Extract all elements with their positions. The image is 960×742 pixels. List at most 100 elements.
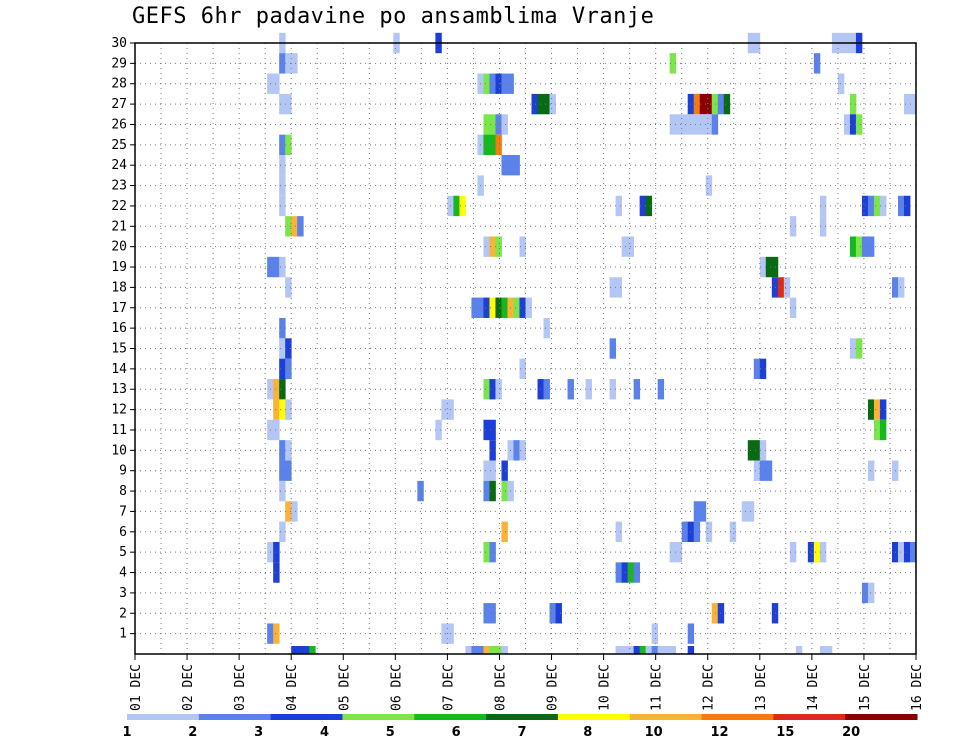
y-tick-label: 22 (111, 199, 127, 214)
heatmap-cell (489, 73, 496, 94)
heatmap-cell (633, 562, 641, 583)
heatmap-cell (501, 480, 508, 502)
heatmap-cell (873, 419, 881, 441)
heatmap-cell (807, 541, 815, 563)
heatmap-cell (501, 460, 508, 481)
heatmap-cell (699, 114, 707, 135)
legend-color-bin (701, 714, 774, 720)
heatmap-cell (819, 216, 827, 237)
legend-label: 7 (517, 725, 526, 740)
heatmap-cell (609, 379, 617, 400)
legend-label: 20 (842, 725, 860, 740)
legend-label: 15 (776, 725, 794, 740)
heatmap-cell (675, 541, 683, 563)
heatmap-cell (279, 256, 286, 278)
heatmap-cell (513, 155, 520, 176)
heatmap-cell (279, 134, 286, 156)
heatmap-cell (279, 358, 286, 380)
x-tick-label: 08 DEC (493, 664, 508, 711)
heatmap-cell (459, 195, 466, 217)
heatmap-cell (279, 175, 286, 196)
legend-label: 10 (645, 725, 663, 740)
heatmap-cell (285, 501, 292, 522)
legend-color-bin (773, 714, 846, 720)
heatmap-cell (495, 134, 502, 156)
heatmap-cell (483, 73, 490, 94)
y-tick-label: 21 (111, 219, 127, 234)
heatmap-cell (489, 460, 496, 481)
heatmap-cell (495, 73, 502, 94)
heatmap-cell (651, 623, 659, 644)
heatmap-cell (273, 399, 280, 420)
y-tick-label: 23 (111, 179, 127, 194)
y-tick-label: 24 (111, 158, 127, 173)
heatmap-cell (741, 501, 749, 522)
heatmap-cell (873, 195, 881, 217)
y-tick-label: 9 (119, 464, 127, 479)
heatmap-cell (441, 399, 448, 420)
heatmap-cell (483, 134, 490, 156)
heatmap-cell (489, 646, 496, 654)
heatmap-cell (903, 541, 911, 563)
x-tick-label: 06 DEC (389, 664, 404, 711)
legend-label: 6 (452, 725, 461, 740)
heatmap-cell (309, 646, 316, 654)
legend-label: 12 (710, 725, 728, 740)
heatmap-cell (621, 236, 629, 257)
heatmap-cell (849, 236, 857, 257)
heatmap-cell (489, 419, 496, 441)
heatmap-cell (489, 541, 496, 563)
legend-label: 3 (254, 725, 263, 740)
heatmap-cell (705, 114, 713, 135)
heatmap-cell (495, 297, 502, 318)
x-tick-label: 10 DEC (598, 664, 613, 711)
heatmap-cell (543, 317, 550, 339)
heatmap-cell (615, 195, 623, 217)
heatmap-cell (489, 379, 496, 400)
heatmap-cell (615, 562, 623, 583)
heatmap-cell (489, 114, 496, 135)
heatmap-cell (867, 236, 875, 257)
heatmap-cell (519, 440, 526, 461)
heatmap-cell (471, 646, 478, 654)
x-tick-label: 11 DEC (650, 664, 665, 711)
y-tick-label: 7 (119, 504, 127, 519)
heatmap-cell (285, 93, 292, 115)
heatmap-cell (789, 216, 797, 237)
heatmap-cell (279, 480, 286, 502)
heatmap-cell (729, 521, 737, 542)
heatmap-cell (783, 277, 791, 298)
heatmap-cell (279, 460, 286, 481)
heatmap-cell (279, 379, 286, 400)
heatmap-cell (279, 155, 286, 176)
y-tick-label: 16 (111, 321, 127, 336)
heatmap-cell (453, 195, 460, 217)
heatmap-cell (483, 480, 490, 502)
heatmap-cell (693, 93, 701, 115)
heatmap-cell (495, 646, 502, 654)
legend-color-bin (486, 714, 559, 720)
heatmap-cell (669, 541, 677, 563)
heatmap-cell (501, 521, 508, 542)
heatmap-cell (765, 460, 773, 481)
heatmap-cell (753, 460, 761, 481)
heatmap-cell (285, 277, 292, 298)
heatmap-cell (789, 297, 797, 318)
heatmap-cell (285, 338, 292, 359)
heatmap-cell (759, 460, 767, 481)
heatmap-cell (483, 460, 490, 481)
legend-label: 4 (320, 725, 329, 740)
x-tick-label: 12 DEC (702, 664, 717, 711)
x-tick-label: 02 DEC (181, 664, 196, 711)
heatmap-cell (285, 460, 292, 481)
x-tick-label: 15 DEC (858, 664, 873, 711)
y-tick-label: 30 (111, 36, 127, 51)
heatmap-cell (279, 338, 286, 359)
y-tick-label: 29 (111, 56, 127, 71)
heatmap-cell (543, 93, 550, 115)
heatmap-cell (609, 277, 617, 298)
heatmap-cell (699, 93, 707, 115)
y-tick-label: 6 (119, 525, 127, 540)
heatmap-cell (621, 562, 629, 583)
heatmap-cell (483, 541, 490, 563)
